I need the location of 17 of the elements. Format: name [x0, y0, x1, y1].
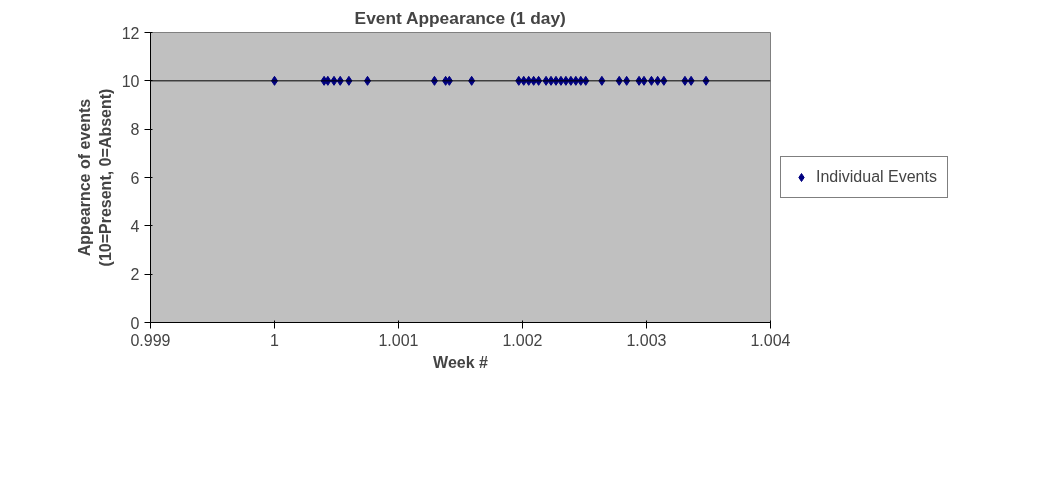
x-tick-label: 1 — [270, 331, 280, 349]
x-axis-title: Week # — [433, 353, 489, 371]
y-axis-title: Appearnce of events (10=Present, 0=Absent) — [76, 88, 114, 267]
x-tick-label: 1.002 — [502, 331, 543, 349]
y-tick-label: 6 — [130, 169, 140, 187]
x-tick-label: 1.001 — [378, 331, 419, 349]
legend-label: Individual Events — [816, 168, 937, 186]
y-tick-label: 4 — [130, 217, 140, 235]
x-tick-label: 0.999 — [130, 331, 171, 349]
y-tick-label: 2 — [130, 266, 140, 284]
y-tick-label: 10 — [121, 72, 140, 90]
x-tick-label: 1.003 — [626, 331, 667, 349]
y-tick-label: 8 — [130, 121, 140, 139]
x-tick-label: 1.004 — [750, 331, 791, 349]
chart-title: Event Appearance (1 day) — [354, 7, 566, 28]
y-tick-label: 12 — [121, 24, 140, 42]
y-tick-label: 0 — [130, 314, 140, 332]
